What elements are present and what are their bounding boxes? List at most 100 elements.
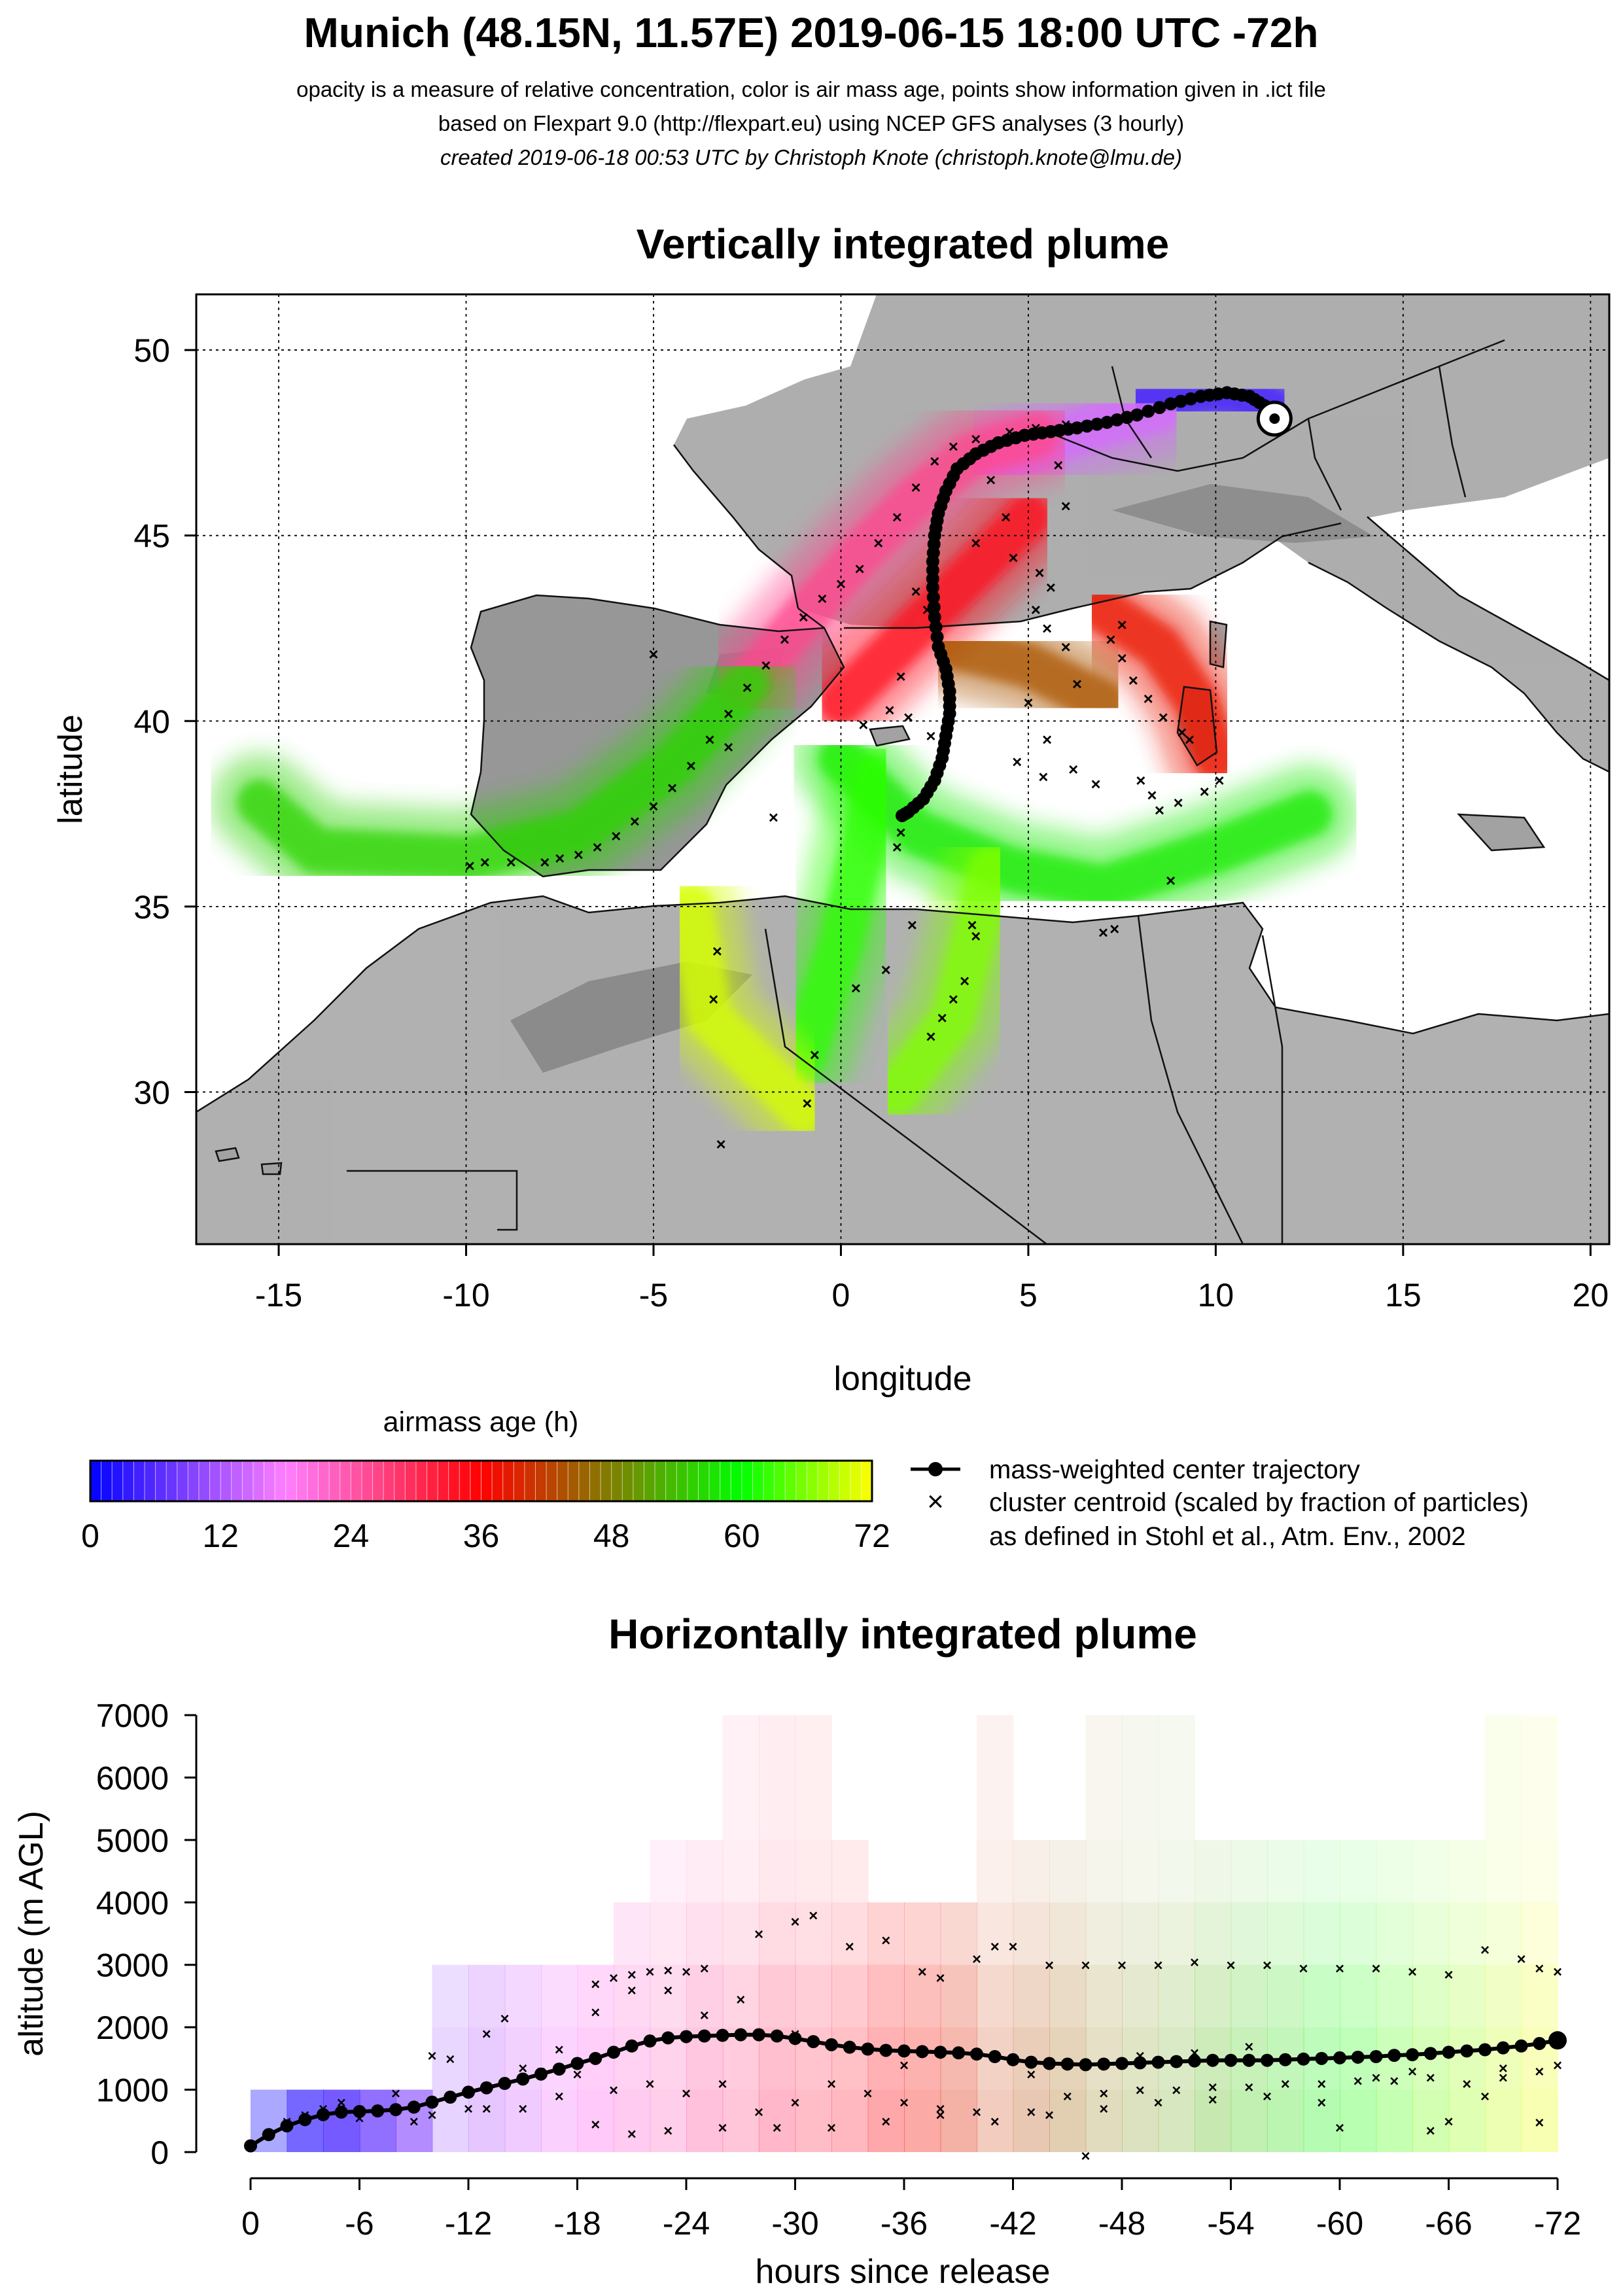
altitude-bin (1376, 1902, 1413, 1965)
altitude-centroid: × (935, 2107, 945, 2125)
altitude-centroid: × (1045, 2107, 1054, 2125)
map-centroid: × (611, 826, 621, 846)
altitude-bin (577, 2089, 614, 2152)
altitude-centroid: × (1063, 2088, 1072, 2106)
colorbar-swatch (676, 1461, 688, 1501)
altitude-trajectory-point (952, 2046, 966, 2060)
map-trajectory-point (928, 610, 941, 624)
altitude-y-tick-label: 7000 (96, 1697, 169, 1734)
altitude-centroid: × (1426, 2123, 1435, 2140)
altitude-bin (1485, 1964, 1522, 2028)
altitude-bin (650, 2089, 687, 2152)
colorbar-swatch (242, 1461, 254, 1501)
altitude-bin (432, 2027, 469, 2090)
coast-canary (215, 1147, 283, 1175)
colorbar-swatch (372, 1461, 384, 1501)
colorbar-ticks: 0 12 24 36 48 60 72 (81, 1518, 890, 1554)
altitude-trajectory-point (861, 2042, 875, 2056)
map-centroid: × (1042, 618, 1052, 638)
altitude-centroid: × (863, 2085, 872, 2102)
colorbar-swatch (264, 1461, 275, 1501)
altitude-bin (1085, 2089, 1123, 2152)
altitude-bin (650, 1902, 687, 1965)
map-centroid: × (761, 655, 771, 675)
altitude-x-tick-label: -24 (663, 2205, 710, 2242)
altitude-bin (1303, 2089, 1340, 2152)
coast-africa (196, 895, 1609, 1113)
altitude-centroid: × (972, 1951, 981, 1968)
map-centroid: × (705, 730, 714, 750)
altitude-bin (1267, 1964, 1304, 2028)
altitude-y-tick-label: 5000 (96, 1822, 169, 1859)
map-trajectory-point (929, 620, 943, 634)
colorbar-swatch (383, 1461, 395, 1501)
colorbar-swatch (90, 1461, 102, 1501)
map-centroid: × (1185, 730, 1195, 750)
colorbar-swatch (459, 1461, 471, 1501)
map-centroid: × (1155, 800, 1164, 820)
altitude-bin (1195, 1839, 1232, 1903)
altitude-centroid: × (445, 2051, 455, 2068)
altitude-trajectory-point (1496, 2041, 1510, 2055)
altitude-trajectory-point (534, 2067, 548, 2081)
colorbar-swatch (155, 1461, 167, 1501)
altitude-centroid: × (1335, 2119, 1344, 2137)
colorbar-swatch (481, 1461, 493, 1501)
altitude-bin (831, 1964, 869, 2028)
map-centroid: × (712, 941, 722, 961)
altitude-centroid: × (1408, 1963, 1417, 1981)
altitude-bin (977, 1839, 1014, 1903)
altitude-centroid: × (1499, 2060, 1508, 2078)
colorbar-swatch (644, 1461, 655, 1501)
altitude-y-tick-label: 2000 (96, 2009, 169, 2046)
altitude-trajectory-point (389, 2103, 402, 2117)
map-trajectory-point (1194, 389, 1208, 403)
map-centroid: × (716, 1134, 726, 1154)
colorbar-swatch (828, 1461, 840, 1501)
altitude-centroid: × (1353, 2072, 1363, 2090)
altitude-centroid: × (1026, 2066, 1036, 2084)
altitude-centroid: × (1499, 2069, 1508, 2087)
altitude-bin (1485, 2027, 1522, 2090)
altitude-centroid: × (827, 2076, 836, 2093)
colorbar-swatch (502, 1461, 514, 1501)
map-centroid: × (1215, 771, 1225, 790)
altitude-bin (1303, 1839, 1340, 1903)
altitude-bin (722, 1715, 759, 1840)
map-centroid: × (1174, 793, 1183, 812)
altitude-bin (1195, 1964, 1232, 2028)
colorbar-swatch (275, 1461, 287, 1501)
altitude-trajectory-point (317, 2108, 330, 2121)
map-centroid: × (1042, 730, 1052, 750)
colorbar-swatch (655, 1461, 667, 1501)
altitude-trajectory-point (298, 2113, 312, 2127)
colorbar-swatch (188, 1461, 200, 1501)
altitude-centroid: × (627, 2125, 637, 2143)
altitude-trajectory-point (807, 2035, 820, 2049)
altitude-bin (541, 1964, 578, 2028)
altitude-bin (759, 1902, 796, 1965)
map-x-tick-label: 10 (1198, 1277, 1234, 1313)
altitude-trajectory-point (1151, 2055, 1165, 2069)
map-centroid: × (686, 756, 696, 775)
altitude-bin (577, 1964, 614, 2028)
colorbar-swatch (524, 1461, 536, 1501)
altitude-trajectory-point (407, 2100, 421, 2114)
colorbar-swatch (351, 1461, 362, 1501)
altitude-bin (504, 2089, 542, 2152)
subtitle-line-1: opacity is a measure of relative concent… (296, 77, 1326, 101)
map-trajectory-point (1142, 404, 1155, 418)
altitude-bin (686, 1964, 724, 2028)
colorbar-swatch (470, 1461, 481, 1501)
altitude-bin (722, 1839, 759, 1903)
colorbar-swatch (101, 1461, 113, 1501)
altitude-bin (1230, 1964, 1268, 2028)
altitude-bin (686, 1902, 724, 1965)
map-centroid: × (949, 990, 958, 1009)
colorbar-swatch (198, 1461, 211, 1501)
altitude-centroid: × (609, 1970, 618, 1987)
altitude-bin (614, 1964, 651, 2028)
altitude-bin (1303, 1964, 1340, 2028)
altitude-centroid: × (591, 2116, 600, 2134)
altitude-centroid: × (1299, 1960, 1308, 1977)
